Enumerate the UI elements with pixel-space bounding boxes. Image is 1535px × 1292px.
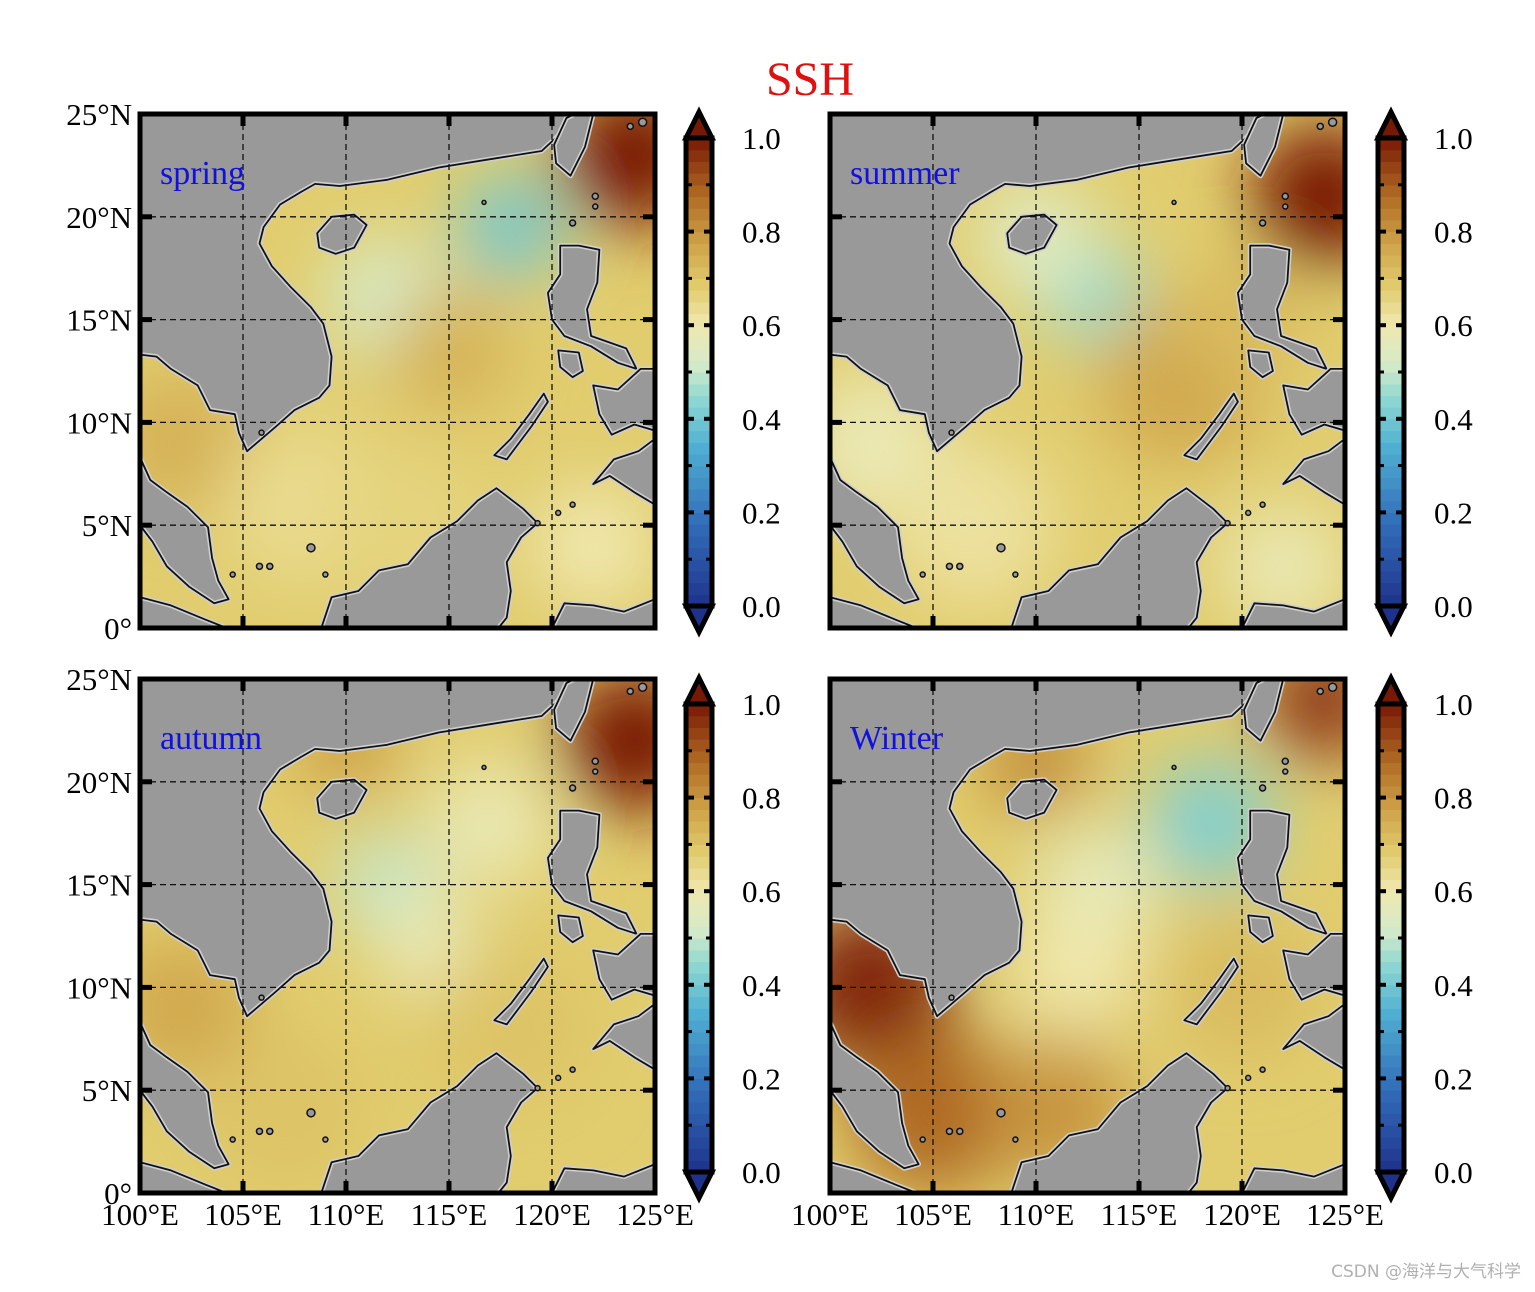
- lat-tick-label: 20°N: [66, 765, 132, 800]
- colorbar-tick-label: 0.8: [742, 215, 781, 250]
- colorbar-tick-label: 1.0: [1434, 687, 1473, 722]
- map-frame: [137, 676, 658, 1196]
- map-panel-spring: spring0°5°N10°N15°N20°N25°N0.00.20.40.60…: [66, 97, 781, 646]
- lon-tick-label: 110°E: [998, 1197, 1075, 1232]
- colorbar: 0.0 0.2 0.4 0.6 0.8 1.0: [1373, 106, 1473, 638]
- figure-title: SSH: [765, 53, 855, 106]
- colorbar-tick-label: 0.8: [1434, 215, 1473, 250]
- lat-tick-label: 25°N: [66, 97, 132, 132]
- colorbar: 0.0 0.2 0.4 0.6 0.8 1.0: [1373, 672, 1473, 1204]
- map-frame: [827, 111, 1348, 631]
- lon-tick-label: 115°E: [411, 1197, 488, 1232]
- map-frame: [827, 676, 1348, 1196]
- graticule: [140, 679, 655, 1193]
- colorbar-tick-label: 0.8: [742, 781, 781, 816]
- colorbar-tick-label: 0.2: [1434, 1061, 1473, 1096]
- graticule: [140, 114, 655, 628]
- lon-tick-label: 120°E: [1203, 1197, 1281, 1232]
- lat-tick-label: 15°N: [66, 868, 132, 903]
- lat-tick-label: 10°N: [66, 405, 132, 440]
- colorbar-tick-label: 0.0: [742, 1155, 781, 1190]
- lon-tick-label: 110°E: [308, 1197, 385, 1232]
- lat-tick-label: 25°N: [66, 662, 132, 697]
- season-label: Winter: [850, 720, 944, 757]
- colorbar-tick-label: 0.2: [1434, 495, 1473, 530]
- lat-tick-label: 0°: [104, 611, 132, 646]
- lat-tick-label: 5°N: [82, 1073, 132, 1108]
- lat-tick-label: 15°N: [66, 303, 132, 338]
- season-label: summer: [850, 155, 960, 192]
- colorbar-tick-label: 0.6: [1434, 308, 1473, 343]
- colorbar-tick-label: 0.4: [1434, 968, 1473, 1003]
- colorbar-tick-label: 1.0: [742, 687, 781, 722]
- map-panel-summer: summer 0.0 0.2 0.4 0.6 0.8 1.0: [827, 106, 1473, 638]
- land-mask: [830, 679, 1345, 1193]
- lat-tick-label: 0°: [104, 1176, 132, 1211]
- colorbar-tick-label: 0.2: [742, 495, 781, 530]
- watermark: CSDN @海洋与大气科学: [1331, 1262, 1521, 1282]
- colorbar-tick-label: 1.0: [1434, 121, 1473, 156]
- lon-tick-label: 125°E: [1306, 1197, 1384, 1232]
- colorbar-tick-label: 0.6: [742, 874, 781, 909]
- colorbar-tick-label: 1.0: [742, 121, 781, 156]
- lat-tick-label: 20°N: [66, 200, 132, 235]
- season-label: autumn: [160, 720, 262, 757]
- graticule: [830, 114, 1345, 628]
- lon-tick-label: 100°E: [101, 1197, 179, 1232]
- colorbar-tick-label: 0.6: [1434, 874, 1473, 909]
- map-panel-autumn: autumn 0° 5°N 10°N 15°N 20°N 25°N 100°E 105°E 110…: [66, 662, 781, 1232]
- colorbar-tick-label: 0.4: [742, 402, 781, 437]
- season-label: spring: [160, 155, 245, 192]
- lon-tick-label: 100°E: [791, 1197, 869, 1232]
- lon-tick-label: 125°E: [616, 1197, 694, 1232]
- colorbar-tick-label: 0.8: [1434, 781, 1473, 816]
- lon-tick-label: 105°E: [894, 1197, 972, 1232]
- colorbar: 0.0 0.2 0.4 0.6 0.8 1.0: [681, 106, 781, 638]
- lat-tick-label: 5°N: [82, 508, 132, 543]
- colorbar-tick-label: 0.2: [742, 1061, 781, 1096]
- lon-tick-label: 105°E: [204, 1197, 282, 1232]
- colorbar-tick-label: 0.4: [742, 968, 781, 1003]
- colorbar: 0.0 0.2 0.4 0.6 0.8 1.0: [681, 672, 781, 1204]
- colorbar-tick-label: 0.0: [742, 589, 781, 624]
- map-frame: [137, 111, 658, 631]
- colorbar-tick-label: 0.6: [742, 308, 781, 343]
- lon-tick-label: 120°E: [513, 1197, 591, 1232]
- land-mask: [140, 679, 655, 1193]
- colorbar-tick-label: 0.0: [1434, 589, 1473, 624]
- colorbar-tick-label: 0.0: [1434, 1155, 1473, 1190]
- land-mask: [140, 114, 655, 628]
- lon-tick-label: 115°E: [1101, 1197, 1178, 1232]
- lat-tick-label: 10°N: [66, 970, 132, 1005]
- colorbar-tick-label: 0.4: [1434, 402, 1473, 437]
- graticule: [830, 679, 1345, 1193]
- land-mask: [830, 114, 1345, 628]
